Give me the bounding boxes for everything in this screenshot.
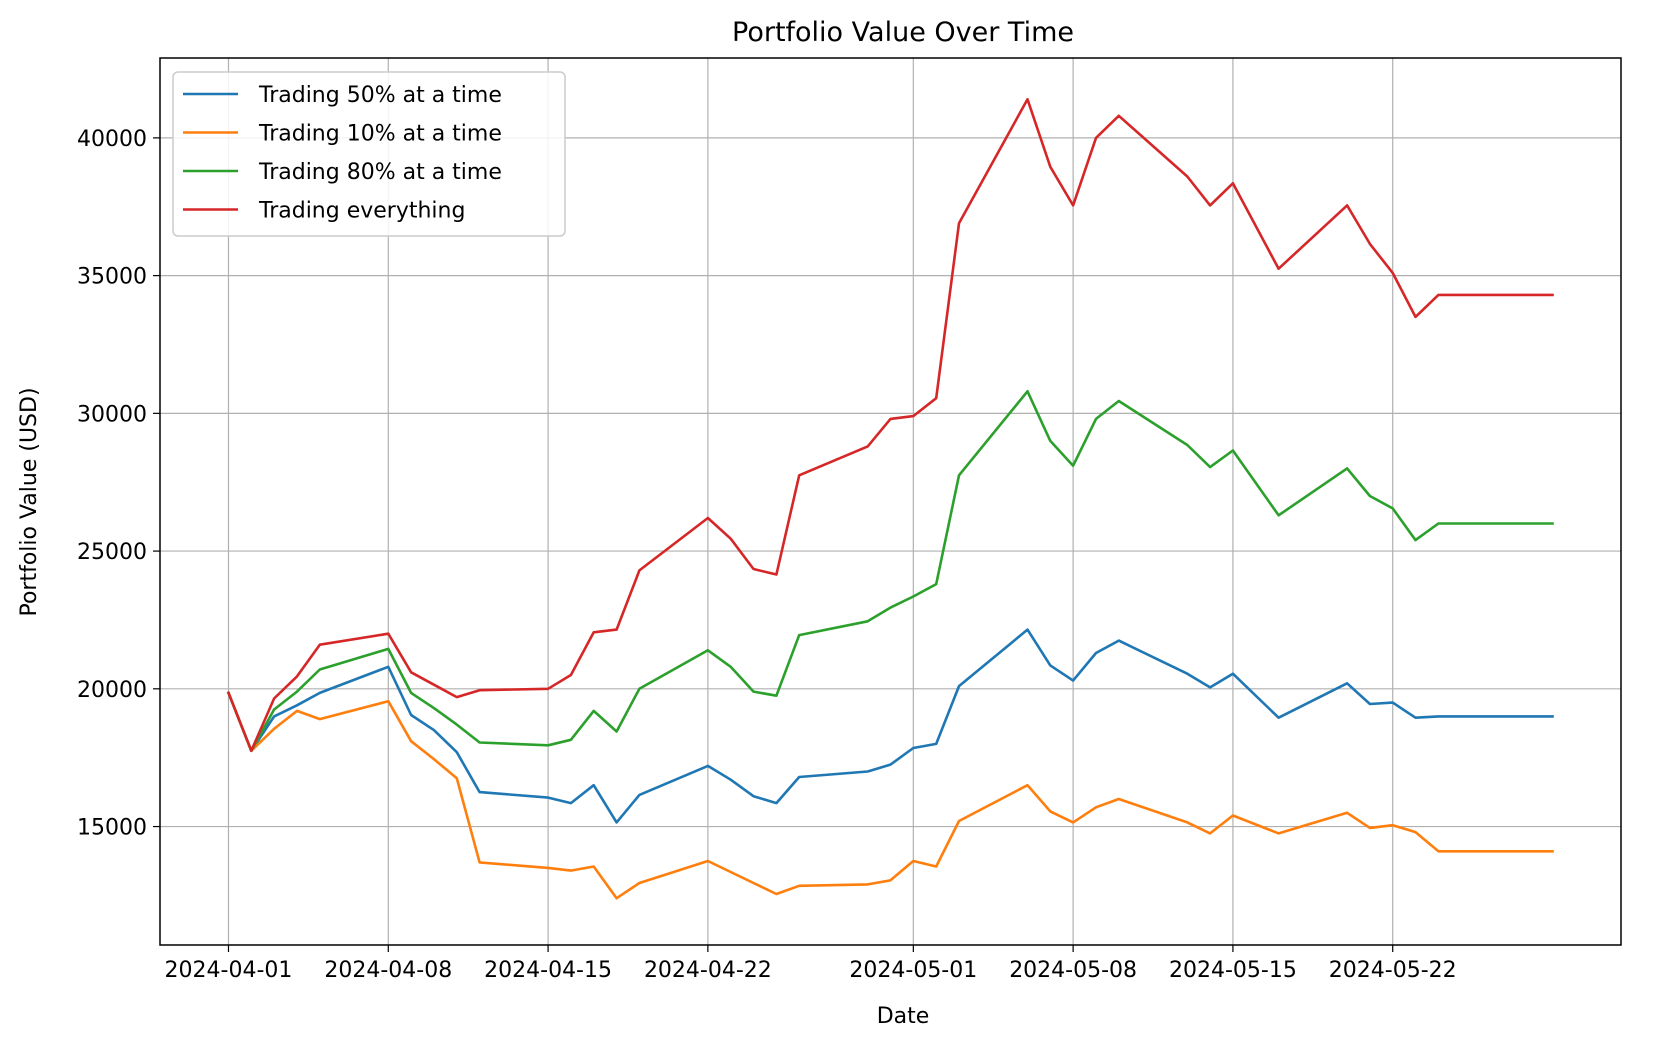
y-tick-label: 30000: [77, 402, 147, 427]
x-tick-label: 2024-04-08: [324, 958, 452, 983]
legend-label: Trading 80% at a time: [258, 160, 502, 185]
x-tick-label: 2024-04-01: [165, 958, 293, 983]
x-tick-label: 2024-05-22: [1329, 958, 1457, 983]
y-tick-label: 15000: [77, 816, 147, 841]
legend-frame: [172, 71, 566, 237]
y-tick-label: 25000: [77, 540, 147, 565]
series-lines: [226, 98, 1554, 900]
series-line-3: [226, 389, 1554, 753]
x-tick-label: 2024-05-01: [849, 958, 977, 983]
legend-label: Trading everything: [258, 199, 465, 224]
x-tick-label: 2024-05-08: [1009, 958, 1137, 983]
chart-title: Portfolio Value Over Time: [732, 17, 1074, 48]
x-axis: 2024-04-01 2024-04-08 2024-04-15 2024-04-22…: [165, 945, 1457, 983]
legend-label: Trading 50% at a time: [258, 83, 502, 108]
series-line-1: [226, 628, 1554, 824]
y-axis-label: Portfolio Value (USD): [17, 387, 42, 616]
y-tick-label: 40000: [77, 127, 147, 152]
x-tick-label: 2024-04-22: [644, 958, 772, 983]
y-tick-label: 35000: [77, 265, 147, 290]
x-tick-label: 2024-05-15: [1169, 958, 1297, 983]
x-tick-label: 2024-04-15: [484, 958, 612, 983]
series-line-2: [226, 691, 1554, 900]
plot-frame: [159, 57, 1622, 946]
y-axis: 15000 20000 25000 30000 35000 40000: [77, 127, 160, 841]
series-line-4: [226, 98, 1554, 753]
legend-label: Trading 10% at a time: [258, 122, 502, 147]
x-axis-label: Date: [877, 1004, 930, 1029]
legend: Trading 50% at a time Trading 10% at a ti…: [172, 71, 566, 237]
y-tick-label: 20000: [77, 678, 147, 703]
